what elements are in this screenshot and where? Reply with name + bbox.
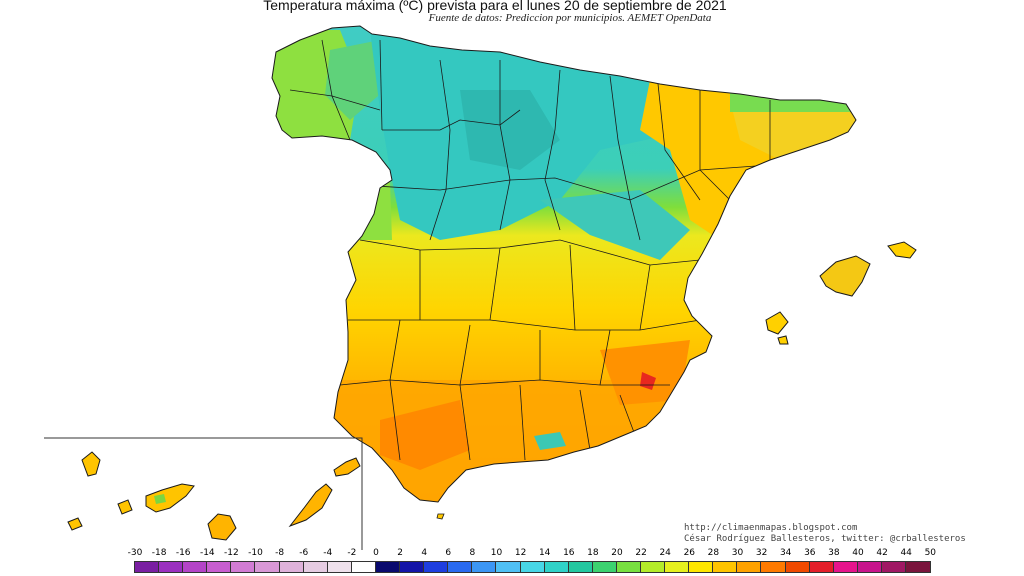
- legend-tick: -14: [199, 548, 215, 558]
- legend-swatch: [496, 562, 521, 572]
- legend-tick: 4: [421, 548, 428, 558]
- credit-author: César Rodríguez Ballesteros, twitter: @c…: [684, 534, 966, 544]
- legend-swatch: [689, 562, 714, 572]
- credit-url: http://climaenmapas.blogspot.com: [684, 523, 858, 533]
- tenerife-teide-zone: [154, 494, 166, 504]
- legend-tick: -30: [127, 548, 143, 558]
- legend-tick: 18: [587, 548, 599, 558]
- legend-tick: 30: [731, 548, 744, 558]
- zone-sierra-nevada: [534, 432, 566, 450]
- legend-swatch: [592, 562, 617, 572]
- legend-tick: -10: [248, 548, 263, 558]
- temperature-legend-bar: [134, 561, 932, 573]
- legend-swatch: [424, 562, 449, 572]
- legend-tick: 22: [635, 548, 647, 558]
- ibiza: [765, 311, 789, 335]
- legend-tick: 12: [514, 548, 527, 558]
- legend-tick: -8: [275, 548, 285, 558]
- menorca: [887, 241, 917, 259]
- formentera: [777, 335, 789, 345]
- legend-tick: 32: [755, 548, 768, 558]
- baleares-islands: [765, 241, 917, 345]
- zone-iberico: [540, 190, 690, 260]
- legend-swatch: [809, 562, 834, 572]
- legend-swatch: [881, 562, 906, 572]
- zone-galicia-inner: [325, 40, 385, 120]
- legend-swatch: [737, 562, 762, 572]
- legend-swatch: [375, 562, 401, 572]
- legend-tick: -6: [299, 548, 309, 558]
- legend-tick: 50: [924, 548, 937, 558]
- legend-tick: 44: [900, 548, 912, 558]
- fuerteventura: [288, 483, 333, 528]
- legend-tick: 10: [490, 548, 503, 558]
- legend-tick: -2: [347, 548, 357, 558]
- legend-swatch: [400, 562, 425, 572]
- legend-tick: 34: [779, 548, 792, 558]
- la-gomera: [117, 499, 133, 515]
- legend-tick: 38: [828, 548, 840, 558]
- legend-swatch: [906, 562, 931, 572]
- legend-swatch: [568, 562, 593, 572]
- legend-tick: 8: [469, 548, 476, 558]
- legend-tick: -4: [323, 548, 333, 558]
- canarias-inset-frame: [44, 437, 363, 550]
- legend-swatch: [279, 562, 304, 572]
- legend-tick: 26: [683, 548, 696, 558]
- ceuta: [436, 513, 445, 520]
- legend-tick: 28: [707, 548, 720, 558]
- map-subtitle: Fuente de datos: Prediccion por municipi…: [428, 12, 712, 24]
- legend-tick: 0: [373, 548, 379, 558]
- legend-tick: 16: [563, 548, 575, 558]
- legend-swatch: [713, 562, 738, 572]
- legend-tick: 36: [804, 548, 816, 558]
- legend-swatch: [640, 562, 666, 572]
- legend-swatch: [351, 562, 376, 572]
- legend-tick: 2: [397, 548, 403, 558]
- gran-canaria: [207, 513, 237, 541]
- legend-swatch: [448, 562, 473, 572]
- zone-guadalquivir: [380, 400, 470, 470]
- legend-tick: -12: [224, 548, 239, 558]
- legend-swatch: [761, 562, 786, 572]
- province-borders: [289, 39, 771, 461]
- legend-swatch: [785, 562, 810, 572]
- legend-swatch: [472, 562, 497, 572]
- legend-swatch: [183, 562, 208, 572]
- legend-swatch: [665, 562, 690, 572]
- zone-meseta-core: [460, 90, 560, 170]
- legend-tick: 20: [611, 548, 623, 558]
- lanzarote: [333, 457, 361, 477]
- tenerife: [145, 483, 195, 513]
- legend-swatch: [616, 562, 641, 572]
- mallorca: [819, 255, 871, 297]
- map-title: Temperatura máxima (ºC) prevista para el…: [263, 0, 727, 13]
- legend-swatch: [327, 562, 352, 572]
- legend-tick: 14: [538, 548, 551, 558]
- el-hierro: [67, 517, 83, 531]
- legend-swatch: [207, 562, 232, 572]
- legend-tick: 24: [659, 548, 671, 558]
- legend-tick: 40: [852, 548, 864, 558]
- legend-swatch: [544, 562, 569, 572]
- legend-swatch: [255, 562, 280, 572]
- legend-tick-labels: -30 -18 -16 -14 -12 -10 -8 -6 -4 -2 0 2 4 6 8 10 12 14 16 1…: [0, 548, 1024, 560]
- la-palma: [81, 451, 101, 477]
- legend-swatch: [231, 562, 256, 572]
- legend-swatch: [833, 562, 858, 572]
- legend-tick: 42: [876, 548, 888, 558]
- legend-swatch: [520, 562, 545, 572]
- canarias-islands: [67, 451, 361, 541]
- legend-tick: -16: [175, 548, 191, 558]
- legend-swatch: [857, 562, 882, 572]
- zone-murcia: [600, 340, 690, 405]
- zone-murcia-hot: [640, 372, 656, 390]
- legend-swatch: [135, 562, 160, 572]
- legend-swatch: [303, 562, 328, 572]
- legend-tick: 6: [445, 548, 452, 558]
- legend-tick: -18: [151, 548, 167, 558]
- legend-swatch: [159, 562, 184, 572]
